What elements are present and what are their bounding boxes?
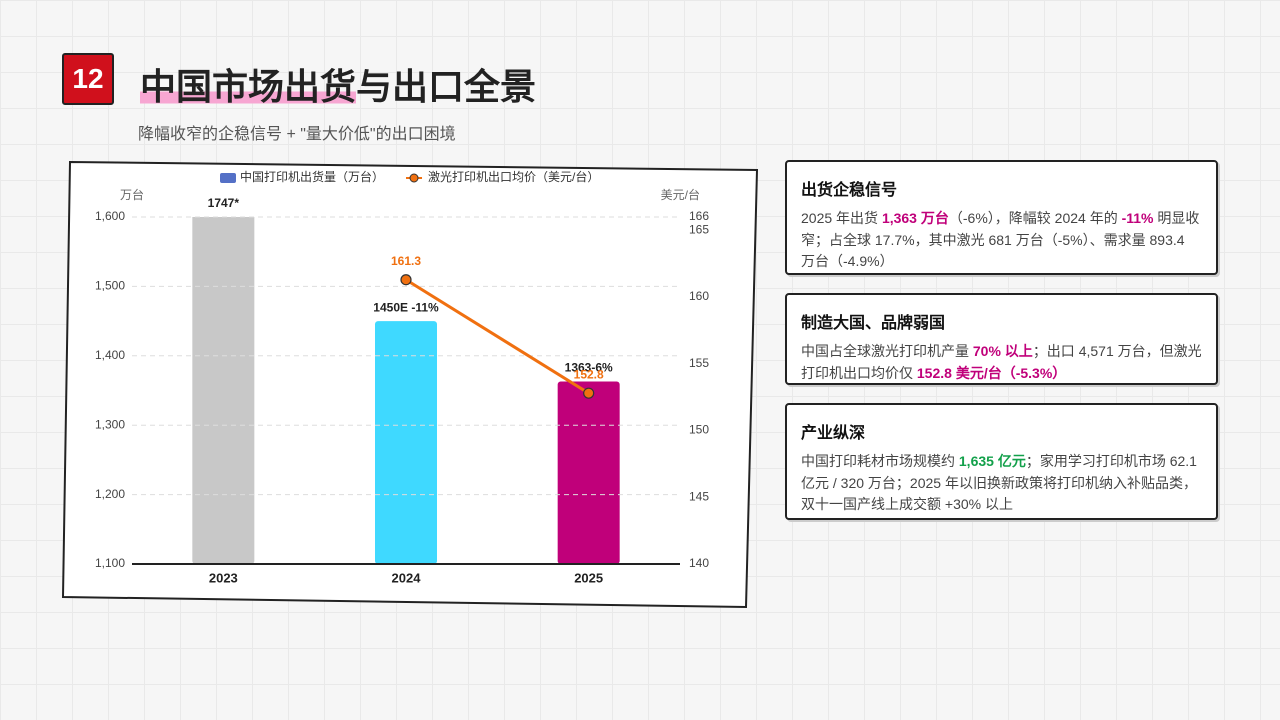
y2-axis-label: 美元/台: [661, 187, 700, 202]
y2-tick-label: 140: [689, 556, 709, 570]
card-text: 2025 年出货 1,363 万台（-6%），降幅较 2024 年的 -11% …: [801, 208, 1202, 273]
highlight-text: -11%: [1121, 210, 1154, 226]
subtitle: 降幅收窄的企稳信号 + "量大价低"的出口困境: [138, 126, 456, 143]
y2-tick-label: 165: [689, 223, 709, 237]
card-text: 中国打印耗材市场规模约 1,635 亿元；家用学习打印机市场 62.1 亿元 /…: [801, 451, 1202, 516]
text: 中国占全球激光打印机产量: [801, 343, 973, 359]
y-tick-label: 1,200: [95, 487, 125, 501]
y2-tick-label: 160: [689, 289, 709, 303]
line-point: [583, 387, 595, 399]
line-value-label: 161.3: [391, 254, 421, 268]
y-tick-label: 1,600: [95, 209, 125, 223]
highlight-text: 70% 以上: [972, 343, 1033, 359]
info-card: 出货企稳信号 2025 年出货 1,363 万台（-6%），降幅较 2024 年的…: [785, 160, 1218, 275]
highlight-text: 1,635 亿元: [958, 453, 1026, 469]
y2-tick-label: 155: [689, 356, 709, 370]
y2-tick-label: 150: [689, 423, 709, 437]
bar-value-label: 1450E -11%: [373, 300, 439, 314]
slide-number: 12: [62, 53, 114, 105]
title-highlight: 中国市场出货: [140, 66, 357, 107]
highlight-text: 1,363 万台: [881, 210, 949, 226]
text: （-6%），降幅较 2024 年的: [948, 210, 1122, 226]
chart: 万台 美元/台 1,100 1,200 1,300 1,400 1,500 1,600 140 1…: [61, 160, 759, 609]
line-value-label: 152.8: [574, 367, 604, 381]
y2-tick-label: 166: [689, 209, 709, 223]
card-text: 中国占全球激光打印机产量 70% 以上；出口 4,571 万台，但激光打印机出口…: [801, 341, 1202, 384]
highlight-text: 152.8 美元/台（-5.3%）: [916, 364, 1067, 381]
bar-group: [192, 217, 620, 564]
y-tick-label: 1,100: [95, 556, 125, 570]
y-tick-label: 1,500: [95, 279, 125, 293]
card-title: 产业纵深: [801, 425, 866, 442]
y-tick-label: 1,300: [95, 417, 125, 431]
text: 2025 年出货: [801, 210, 882, 226]
legend-label: 中国打印机出货量（万台）: [240, 169, 384, 184]
title-rest: 与出口全景: [356, 66, 537, 107]
legend-label: 激光打印机出口均价（美元/台）: [428, 169, 599, 184]
card-title: 出货企稳信号: [801, 182, 898, 199]
line-point: [400, 274, 412, 286]
card-title: 制造大国、品牌弱国: [801, 315, 946, 332]
slide-title: 中国市场出货与出口全景: [140, 58, 536, 110]
legend-swatch: [220, 173, 236, 183]
bar-value-label: 1363-6%: [565, 361, 613, 375]
text: 中国打印耗材市场规模约: [801, 453, 959, 469]
bar: [375, 321, 437, 564]
line: [405, 278, 590, 395]
info-card: 制造大国、品牌弱国中国占全球激光打印机产量 70% 以上；出口 4,571 万台…: [785, 293, 1218, 385]
bar: [192, 217, 255, 564]
bar: [557, 381, 620, 564]
legend-swatch: [409, 173, 419, 183]
x-tick-label: 2023: [209, 570, 238, 585]
y-axis-label: 万台: [120, 187, 144, 202]
text: ；出口 4,571 万台，但激光打印机出口均价仅: [801, 343, 1202, 381]
text: ；家用学习打印机市场 62.1 亿元 / 320 万台；2025 年以旧换新政策…: [801, 453, 1197, 512]
info-card: 产业纵深中国打印耗材市场规模约 1,635 亿元；家用学习打印机市场 62.1 …: [785, 403, 1218, 520]
text: 明显收窄；占全球 17.7%，其中激光 681 万台（-5%）、需求量 893.…: [801, 210, 1200, 269]
x-tick-label: 2024: [392, 570, 422, 585]
x-tick-label: 2025: [574, 570, 603, 585]
bar-value-label: 1747*: [208, 196, 240, 210]
y-tick-label: 1,400: [95, 348, 125, 362]
y2-tick-label: 145: [689, 489, 709, 503]
